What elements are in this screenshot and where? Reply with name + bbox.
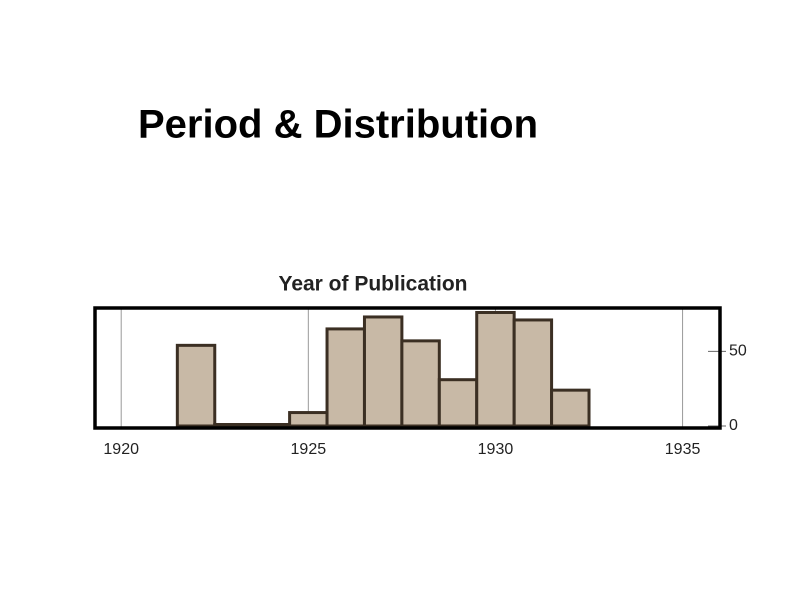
bar <box>362 315 404 428</box>
bar <box>325 327 366 428</box>
x-tick-label: 1925 <box>291 441 327 458</box>
bar <box>437 378 479 428</box>
x-tick-label: 1935 <box>665 441 701 458</box>
x-tick-label: 1920 <box>103 441 139 458</box>
bar <box>213 423 254 428</box>
y-tick-label: 0 <box>729 417 738 434</box>
chart-title: Year of Publication <box>278 273 467 296</box>
bar <box>250 423 292 428</box>
y-tick-label: 50 <box>729 343 747 360</box>
bar <box>512 318 554 428</box>
bar <box>475 310 516 428</box>
bar <box>550 388 591 428</box>
bar <box>175 343 217 428</box>
bar <box>400 339 441 428</box>
slide-title: Period & Distribution <box>138 103 538 147</box>
plot-frame <box>93 306 722 430</box>
bar <box>288 411 329 428</box>
x-tick-label: 1930 <box>478 441 514 458</box>
